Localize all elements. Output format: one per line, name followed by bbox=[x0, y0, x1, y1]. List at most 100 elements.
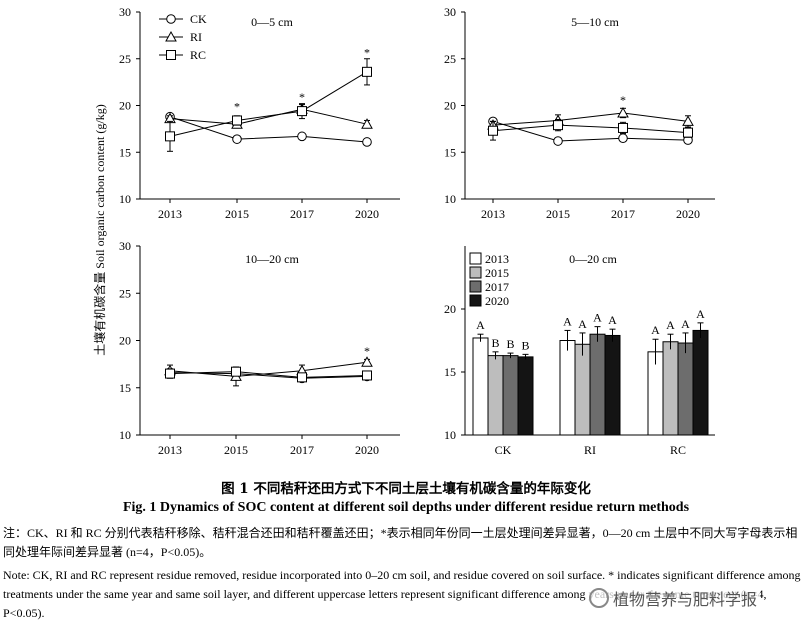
panel-3-series-RI-point bbox=[361, 356, 373, 367]
panel-2-x-tick-label: 2015 bbox=[546, 207, 570, 221]
figure-caption-chinese: 图 1 不同秸秆还田方式下不同土层土壤有机碳含量的年际变化 bbox=[221, 481, 591, 497]
panel-2-series-RC-point bbox=[618, 122, 628, 133]
panel-1-y-tick-label: 15 bbox=[119, 145, 131, 159]
panel-4-legend-label-2013: 2013 bbox=[485, 252, 509, 266]
panel-1-legend-marker-CK bbox=[166, 14, 176, 24]
panel-4-bar-letter-CK-2017: B bbox=[506, 337, 514, 351]
figure-note-chinese: 注：CK、RI 和 RC 分别代表秸秆移除、秸秆混合还田和秸秆覆盖还田；*表示相… bbox=[3, 526, 798, 559]
panel-1-legend-label-RI: RI bbox=[190, 30, 202, 44]
panel-3-x-tick-label: 2015 bbox=[224, 443, 248, 457]
panel-3-y-tick-label: 15 bbox=[119, 381, 131, 395]
wechat-icon bbox=[589, 588, 609, 608]
panel-3-y-tick-label: 10 bbox=[119, 428, 131, 442]
panel-2-x-tick-label: 2013 bbox=[481, 207, 505, 221]
figure-note-english: Note: CK, RI and RC represent residue re… bbox=[3, 568, 801, 620]
panel-2-series-RI-line bbox=[492, 112, 689, 126]
panel-4-bar-letter-RC-2017: A bbox=[681, 317, 690, 331]
panel-4-bar-RC-2015 bbox=[662, 341, 679, 436]
panel-4-legend-label-2020: 2020 bbox=[485, 294, 509, 308]
panel-4-bar-letter-RI-2020: A bbox=[608, 313, 617, 327]
panel-1-x-tick-label: 2015 bbox=[225, 207, 249, 221]
panel-1-y-tick-label: 25 bbox=[119, 52, 131, 66]
panel-3-series-RC-point bbox=[297, 372, 307, 383]
panel-2-y-tick-label: 30 bbox=[444, 5, 456, 19]
panel-2-series-RC-point bbox=[683, 127, 693, 138]
panel-3-x-tick-label: 2020 bbox=[355, 443, 379, 457]
panel-3-series-RC-line bbox=[169, 371, 368, 378]
panel-2-title: 5—10 cm bbox=[571, 15, 619, 29]
panel-4-bar-letter-RI-2013: A bbox=[563, 314, 572, 328]
panel-3-significance-mark: * bbox=[364, 344, 370, 358]
panel-1-significance-mark: * bbox=[364, 45, 370, 59]
figure-caption-english: Fig. 1 Dynamics of SOC content at differ… bbox=[122, 500, 690, 515]
panel-1-y-tick-label: 30 bbox=[119, 5, 131, 19]
panel-4-x-tick-label: RC bbox=[670, 443, 686, 457]
panel-1-x-tick-label: 2020 bbox=[355, 207, 379, 221]
panel-3-y-tick-label: 20 bbox=[119, 334, 131, 348]
panel-4-bar-RI-2020 bbox=[604, 334, 621, 436]
panel-4-bar-letter-RI-2015: A bbox=[578, 317, 587, 331]
panel-1-legend-marker-RI bbox=[165, 30, 177, 42]
panel-3-series-RC-point bbox=[165, 368, 175, 379]
panel-2-series-RI-point bbox=[617, 106, 629, 118]
panel-4-bar-letter-RI-2017: A bbox=[593, 311, 602, 325]
panel-1-series-CK-point bbox=[297, 131, 307, 142]
panel-1-series-RI-line bbox=[169, 108, 368, 125]
panel-1-series-RC-point bbox=[165, 131, 175, 142]
panel-1-series-RC-point bbox=[362, 66, 372, 77]
panel-2-series-RC-line bbox=[492, 124, 689, 134]
watermark: 植物营养与肥料学报 bbox=[586, 586, 761, 610]
panel-4-bar-CK-2015 bbox=[487, 355, 504, 436]
panel-3-series-RI-line bbox=[169, 361, 368, 377]
panel-4-bar-CK-2017 bbox=[502, 355, 519, 436]
panel-2-significance-mark: * bbox=[620, 93, 626, 107]
panel-3-title: 10—20 cm bbox=[245, 252, 299, 266]
panel-1-x-tick-label: 2017 bbox=[290, 207, 314, 221]
panel-1-series-CK-point bbox=[232, 134, 242, 144]
panel-3-x-tick-label: 2013 bbox=[158, 443, 182, 457]
panel-1-series-RC-point bbox=[297, 106, 307, 117]
panel-4-bar-RC-2017 bbox=[677, 342, 694, 436]
panel-4-x-tick-label: RI bbox=[584, 443, 596, 457]
panel-1-series-RC-line bbox=[169, 71, 368, 137]
panel-2-y-tick-label: 20 bbox=[444, 99, 456, 113]
panel-1-legend-label-RC: RC bbox=[190, 48, 206, 62]
panel-1-legend-marker-RC bbox=[166, 50, 176, 60]
panel-4-bar-letter-RC-2020: A bbox=[696, 307, 705, 321]
panel-1-series-RC-point bbox=[232, 115, 242, 126]
panel-4-y-tick-label: 20 bbox=[444, 302, 456, 316]
y-axis-label: 土壤有机碳含量 Soil organic carbon content (g/k… bbox=[92, 104, 107, 355]
panel-3-x-tick-label: 2017 bbox=[290, 443, 314, 457]
panel-2-x-tick-label: 2017 bbox=[611, 207, 635, 221]
panel-2-series-CK-line bbox=[492, 120, 689, 142]
panel-4-legend-label-2015: 2015 bbox=[485, 266, 509, 280]
panel-4-legend-swatch-2017 bbox=[469, 280, 482, 293]
panel-2-y-tick-label: 15 bbox=[444, 145, 456, 159]
panel-4-bar-CK-2013 bbox=[472, 337, 489, 436]
panel-4-title: 0—20 cm bbox=[569, 252, 617, 266]
panel-4-x-tick-label: CK bbox=[495, 443, 512, 457]
panel-1-series-CK-point bbox=[362, 137, 372, 147]
panel-1-y-tick-label: 20 bbox=[119, 99, 131, 113]
panel-2-series-RC-point bbox=[553, 120, 563, 131]
panel-4-legend-swatch-2015 bbox=[469, 266, 482, 279]
panel-4-bar-RI-2015 bbox=[574, 343, 591, 436]
panel-1-significance-mark: * bbox=[299, 90, 305, 104]
panel-1-significance-mark: * bbox=[234, 100, 240, 114]
panel-1-title: 0—5 cm bbox=[251, 15, 293, 29]
panel-4-y-tick-label: 10 bbox=[444, 428, 456, 442]
watermark-text: 植物营养与肥料学报 bbox=[613, 590, 758, 609]
panel-4-bar-letter-CK-2015: B bbox=[491, 336, 499, 350]
panel-2-y-tick-label: 10 bbox=[444, 192, 456, 206]
panel-2-y-tick-label: 25 bbox=[444, 52, 456, 66]
panel-1-series-RI-point bbox=[361, 118, 373, 129]
panel-4-bar-letter-CK-2020: B bbox=[521, 338, 529, 352]
panel-4-bar-RI-2013 bbox=[559, 340, 576, 436]
panel-1-x-tick-label: 2013 bbox=[158, 207, 182, 221]
panel-2-series-CK-point bbox=[553, 136, 563, 146]
panel-3-y-tick-label: 25 bbox=[119, 286, 131, 300]
panel-3-series-RC-point bbox=[231, 366, 241, 377]
panel-2-series-RC-point bbox=[488, 125, 498, 136]
panel-4-bar-RC-2020 bbox=[692, 329, 709, 436]
panel-4-legend-label-2017: 2017 bbox=[485, 280, 509, 294]
